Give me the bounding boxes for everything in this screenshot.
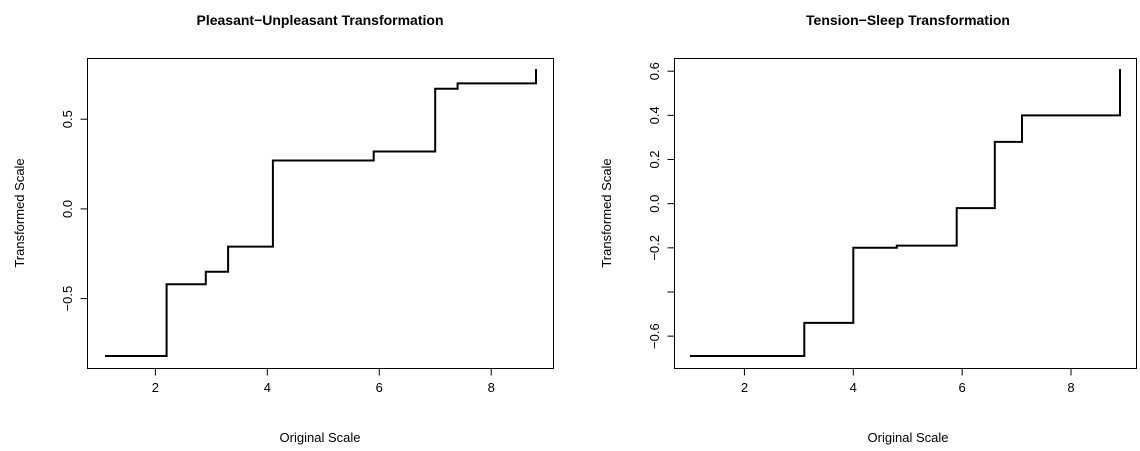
plot-frame <box>674 58 1137 369</box>
y-tick-label: −0.6 <box>647 323 662 349</box>
y-tick-label: 0.6 <box>647 62 662 80</box>
y-tick-label: 0.0 <box>647 195 662 213</box>
y-tick-label: −0.2 <box>647 235 662 261</box>
x-tick-label: 8 <box>1067 380 1074 395</box>
x-tick-label: 6 <box>959 380 966 395</box>
x-tick-label: 2 <box>152 380 159 395</box>
y-axis-label: Transformed Scale <box>599 158 614 267</box>
y-tick-label: 0.0 <box>60 200 75 218</box>
tick-group: 2 4 6 8 −0.6 −0.2 0.0 0.2 0.4 0.6 <box>647 62 1075 395</box>
chart-title: Tension−Sleep Transformation <box>806 12 1010 28</box>
chart-tension-sleep: Tension−Sleep Transformation 2 4 6 8 −0.6 −0.… <box>599 12 1137 445</box>
y-tick-label: −0.5 <box>60 286 75 312</box>
y-tick-label: 0.5 <box>60 110 75 128</box>
x-tick-label: 4 <box>264 380 271 395</box>
x-tick-label: 6 <box>376 380 383 395</box>
y-axis-label: Transformed Scale <box>12 158 27 267</box>
x-axis-label: Original Scale <box>868 430 949 445</box>
x-axis-label: Original Scale <box>280 430 361 445</box>
chart-title: Pleasant−Unpleasant Transformation <box>196 12 443 28</box>
x-tick-label: 4 <box>850 380 857 395</box>
step-line <box>105 69 537 357</box>
chart-pleasant-unpleasant: Pleasant−Unpleasant Transformation 2 4 6 8 −… <box>12 12 554 445</box>
x-tick-label: 8 <box>488 380 495 395</box>
x-tick-label: 2 <box>741 380 748 395</box>
y-tick-label: 0.2 <box>647 150 662 168</box>
y-tick-label: 0.4 <box>647 106 662 124</box>
tick-group: 2 4 6 8 −0.5 0.0 0.5 <box>60 110 495 395</box>
plot-frame <box>87 58 554 369</box>
step-line <box>690 69 1121 357</box>
